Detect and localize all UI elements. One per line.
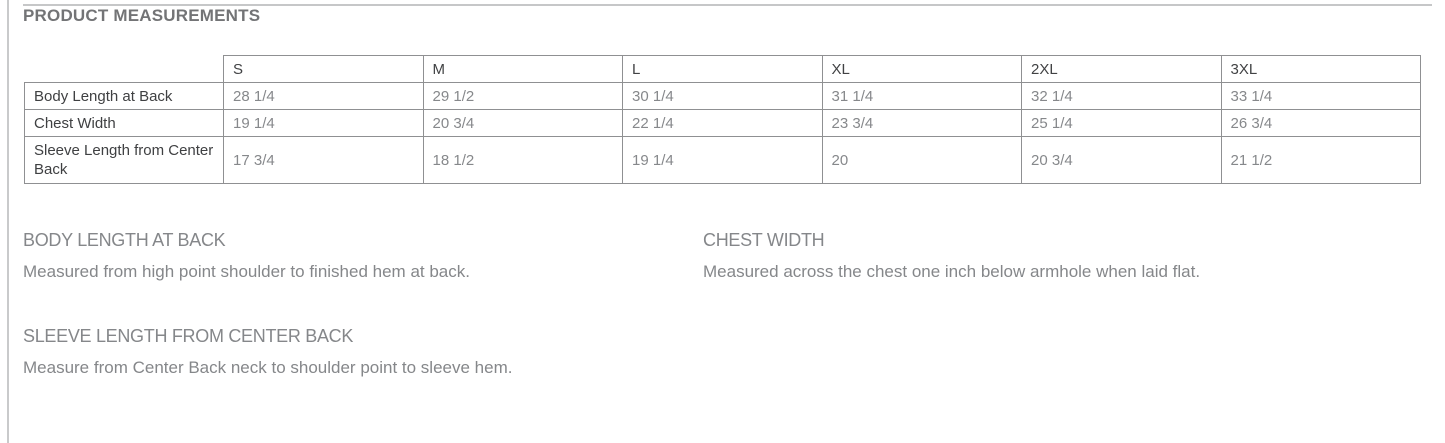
cell-value: 18 1/2 [422, 136, 623, 184]
cell-value: 20 3/4 [422, 109, 623, 137]
table-row-body-length: Body Length at Back 28 1/4 29 1/2 30 1/4… [24, 82, 1421, 110]
top-divider-line [23, 4, 1432, 6]
section-description: Measured from high point shoulder to fin… [23, 262, 470, 281]
cell-value: 25 1/4 [1021, 109, 1222, 137]
cell-value: 30 1/4 [622, 82, 823, 110]
table-corner-cell [25, 56, 224, 83]
section-chest-width: CHEST WIDTH Measured across the chest on… [703, 229, 1432, 283]
row-label: Body Length at Back [24, 82, 224, 110]
column-header-xl: XL [821, 55, 1022, 83]
section-heading: BODY LENGTH AT BACK [23, 230, 226, 250]
cell-value: 23 3/4 [821, 109, 1022, 137]
cell-value: 32 1/4 [1021, 82, 1222, 110]
column-header-2xl: 2XL [1021, 55, 1222, 83]
section-heading: SLEEVE LENGTH FROM CENTER BACK [23, 326, 354, 346]
table-row-sleeve-length: Sleeve Length from Center Back 17 3/4 18… [24, 136, 1421, 184]
section-description: Measure from Center Back neck to shoulde… [23, 358, 513, 377]
column-header-s: S [223, 55, 424, 83]
size-header-row: S M L XL 2XL 3XL [25, 55, 1421, 83]
section-description: Measured across the chest one inch below… [703, 262, 1201, 281]
cell-value: 19 1/4 [622, 136, 823, 184]
cell-value: 21 1/2 [1220, 136, 1421, 184]
measurement-definitions: BODY LENGTH AT BACK Measured from high p… [23, 229, 1432, 379]
table-row-chest-width: Chest Width 19 1/4 20 3/4 22 1/4 23 3/4 … [24, 109, 1421, 137]
cell-value: 19 1/4 [223, 109, 424, 137]
column-header-m: M [422, 55, 623, 83]
section-body-length: BODY LENGTH AT BACK Measured from high p… [23, 229, 703, 283]
column-header-l: L [622, 55, 823, 83]
cell-value: 17 3/4 [223, 136, 424, 184]
page-title: PRODUCT MEASUREMENTS [23, 6, 261, 25]
content-area: PRODUCT MEASUREMENTS S M L XL 2XL 3XL [23, 0, 1432, 379]
cell-value: 31 1/4 [821, 82, 1022, 110]
column-header-3xl: 3XL [1220, 55, 1421, 83]
section-sleeve-length: SLEEVE LENGTH FROM CENTER BACK Measure f… [23, 325, 703, 379]
row-label: Chest Width [24, 109, 224, 137]
cell-value: 26 3/4 [1220, 109, 1421, 137]
row-label: Sleeve Length from Center Back [24, 136, 224, 184]
cell-value: 22 1/4 [622, 109, 823, 137]
section-heading: CHEST WIDTH [703, 230, 825, 250]
cell-value: 33 1/4 [1220, 82, 1421, 110]
left-divider-line [7, 0, 9, 443]
cell-value: 29 1/2 [422, 82, 623, 110]
section-empty [703, 325, 1432, 379]
cell-value: 20 3/4 [1021, 136, 1222, 184]
cell-value: 20 [821, 136, 1022, 184]
cell-value: 28 1/4 [223, 82, 424, 110]
measurements-table: S M L XL 2XL 3XL Body Length at Back 28 … [24, 55, 1421, 184]
